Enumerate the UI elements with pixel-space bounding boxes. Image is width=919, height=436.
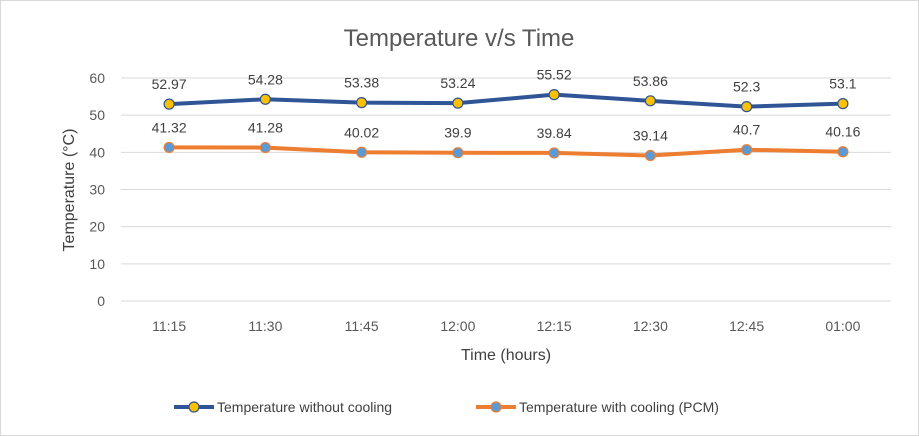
y-axis-ticks: 0 10 20 30 40 50 60 bbox=[89, 70, 105, 309]
legend-item: Temperature without cooling bbox=[174, 399, 392, 415]
legend-label: Temperature with cooling (PCM) bbox=[519, 399, 719, 415]
data-point bbox=[259, 141, 271, 154]
data-label: 52.97 bbox=[152, 76, 187, 92]
data-point bbox=[356, 97, 368, 109]
data-label: 54.28 bbox=[248, 71, 283, 87]
x-tick-label: 11:45 bbox=[345, 318, 379, 334]
data-point bbox=[741, 144, 753, 156]
series-1 bbox=[163, 89, 849, 113]
data-label: 39.84 bbox=[537, 125, 572, 141]
data-label: 53.86 bbox=[633, 73, 668, 89]
series-layer bbox=[163, 89, 849, 162]
x-tick-label: 12:30 bbox=[633, 318, 668, 334]
data-label: 53.38 bbox=[344, 75, 379, 91]
legend: Temperature without cooling Temperature w… bbox=[174, 399, 719, 415]
x-axis-title: Time (hours) bbox=[461, 347, 551, 364]
data-point bbox=[163, 98, 175, 110]
y-tick-label: 40 bbox=[89, 144, 105, 160]
data-label: 39.9 bbox=[444, 125, 471, 141]
x-tick-label: 11:30 bbox=[248, 318, 282, 334]
data-point bbox=[548, 147, 560, 159]
legend-marker bbox=[490, 401, 502, 413]
series-2 bbox=[163, 141, 849, 162]
x-tick-label: 12:15 bbox=[537, 318, 572, 334]
y-tick-label: 50 bbox=[89, 107, 105, 123]
data-label: 39.14 bbox=[633, 128, 668, 144]
data-point bbox=[741, 101, 753, 113]
data-point bbox=[356, 146, 368, 158]
data-label: 40.7 bbox=[733, 122, 760, 138]
legend-item: Temperature with cooling (PCM) bbox=[476, 399, 719, 415]
y-tick-label: 10 bbox=[89, 256, 105, 272]
data-point bbox=[548, 89, 560, 101]
data-point bbox=[837, 98, 849, 110]
x-tick-label: 11:15 bbox=[152, 318, 186, 334]
y-tick-label: 0 bbox=[97, 293, 105, 309]
legend-marker bbox=[188, 401, 200, 413]
chart-title: Temperature v/s Time bbox=[344, 25, 575, 52]
data-label: 52.3 bbox=[733, 79, 760, 95]
series-line bbox=[167, 92, 845, 109]
data-label: 40.02 bbox=[344, 124, 379, 140]
data-point bbox=[452, 97, 464, 109]
data-label: 53.24 bbox=[440, 75, 475, 91]
legend-label: Temperature without cooling bbox=[217, 399, 392, 415]
x-tick-label: 12:00 bbox=[440, 318, 475, 334]
gridlines bbox=[121, 77, 891, 302]
x-tick-label: 12:45 bbox=[729, 318, 764, 334]
y-tick-label: 30 bbox=[89, 182, 105, 198]
data-point bbox=[163, 141, 175, 154]
y-tick-label: 60 bbox=[89, 70, 105, 86]
data-label: 53.1 bbox=[829, 76, 856, 92]
data-point bbox=[259, 93, 271, 105]
data-label: 41.28 bbox=[248, 120, 283, 136]
data-labels: 52.97 54.28 53.38 53.24 55.52 53.86 52.3 53.1 41… bbox=[152, 67, 861, 144]
x-axis-ticks: 11:15 11:30 11:45 12:00 12:15 12:30 12:45 01:00 bbox=[152, 318, 860, 334]
y-axis-title: Temperature (°C) bbox=[61, 129, 78, 252]
data-point bbox=[644, 95, 656, 107]
y-tick-label: 20 bbox=[89, 219, 105, 235]
data-point bbox=[644, 149, 656, 162]
x-tick-label: 01:00 bbox=[825, 318, 860, 334]
data-label: 55.52 bbox=[537, 67, 572, 83]
data-point bbox=[837, 146, 849, 158]
series-line bbox=[167, 145, 845, 158]
data-point bbox=[452, 147, 464, 159]
data-label: 41.32 bbox=[152, 119, 187, 135]
data-label: 40.16 bbox=[825, 124, 860, 140]
